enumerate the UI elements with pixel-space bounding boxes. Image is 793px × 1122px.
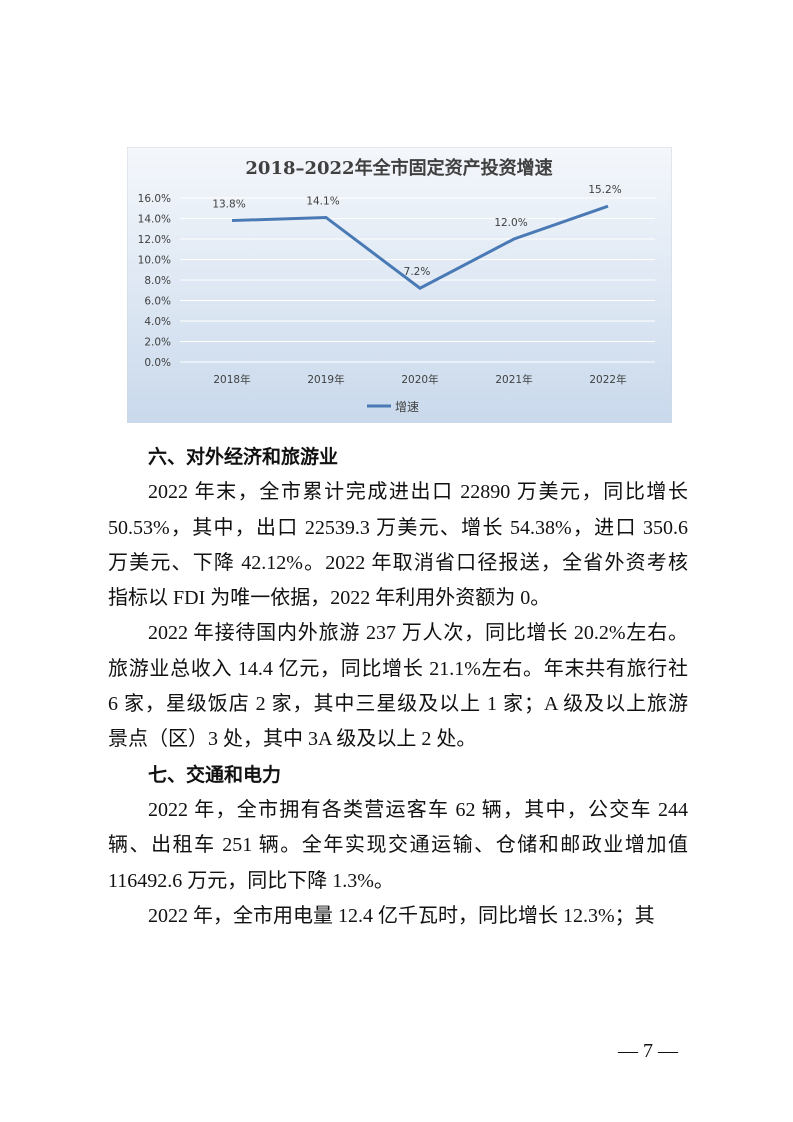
x-tick-label: 2020年 [401,373,438,386]
paragraph-line: 旅游业总收入 14.4 亿元，同比增长 21.1%左右。年末共有旅行社 [108,657,688,680]
series-line [231,204,609,290]
legend-label: 增速 [395,400,419,414]
paragraph-line: 万美元、下降 42.12%。2022 年取消省口径报送，全省外资考核 [108,551,688,574]
paragraph-line: 50.53%，其中，出口 22539.3 万美元、增长 54.38%，进口 35… [108,516,688,539]
paragraph-line: 景点（区）3 处，其中 3A 级及以上 2 处。 [108,728,477,751]
y-tick-label: 12.0% [138,234,171,246]
y-tick-label: 8.0% [144,275,171,287]
paragraph-line: 2022 年接待国内外旅游 237 万人次，同比增长 20.2%左右。 [148,622,688,645]
paragraph-line: 指标以 FDI 为唯一依据，2022 年利用外资额为 0。 [108,587,551,610]
y-tick-label: 0.0% [144,357,171,369]
section-heading: 七、交通和电力 [148,763,282,786]
y-tick-label: 16.0% [138,193,171,205]
investment-growth-chart: 2018–2022年全市固定资产投资增速 0.0% 2.0% 4.0% 6.0% 8.0… [127,147,672,423]
paragraph-line: 116492.6 万元，同比下降 1.3%。 [108,869,394,892]
y-tick-label: 10.0% [138,255,171,267]
data-label: 13.8% [212,199,245,211]
paragraph-line: 辆、出租车 251 辆。全年实现交通运输、仓储和邮政业增加值 [108,834,688,857]
x-tick-label: 2018年 [213,373,250,386]
x-tick-label: 2021年 [495,373,532,386]
data-label: 7.2% [404,266,431,278]
y-tick-label: 2.0% [144,337,171,349]
y-tick-label: 14.0% [138,214,171,226]
paragraph-line: 6 家，星级饭店 2 家，其中三星级及以上 1 家；A 级及以上旅游 [108,693,688,716]
paragraph-line: 2022 年，全市用电量 12.4 亿千瓦时，同比增长 12.3%；其 [148,904,655,927]
y-tick-label: 4.0% [144,316,171,328]
section-heading: 六、对外经济和旅游业 [148,446,339,468]
data-label: 15.2% [588,184,621,196]
document-body: 六、对外经济和旅游业 2022 年末，全市累计完成进出口 22890 万美元，同比… [108,440,688,934]
chart-title: 2018–2022年全市固定资产投资增速 [245,157,552,179]
page-number: — 7 — [618,1040,678,1062]
data-label: 12.0% [494,217,527,229]
data-label: 14.1% [306,195,339,207]
x-tick-label: 2022年 [589,373,626,386]
paragraph-line: 2022 年末，全市累计完成进出口 22890 万美元，同比增长 [148,481,688,504]
paragraph-line: 2022 年，全市拥有各类营运客车 62 辆，其中，公交车 244 [148,798,688,821]
y-tick-label: 6.0% [144,296,171,308]
x-tick-label: 2019年 [307,373,344,386]
